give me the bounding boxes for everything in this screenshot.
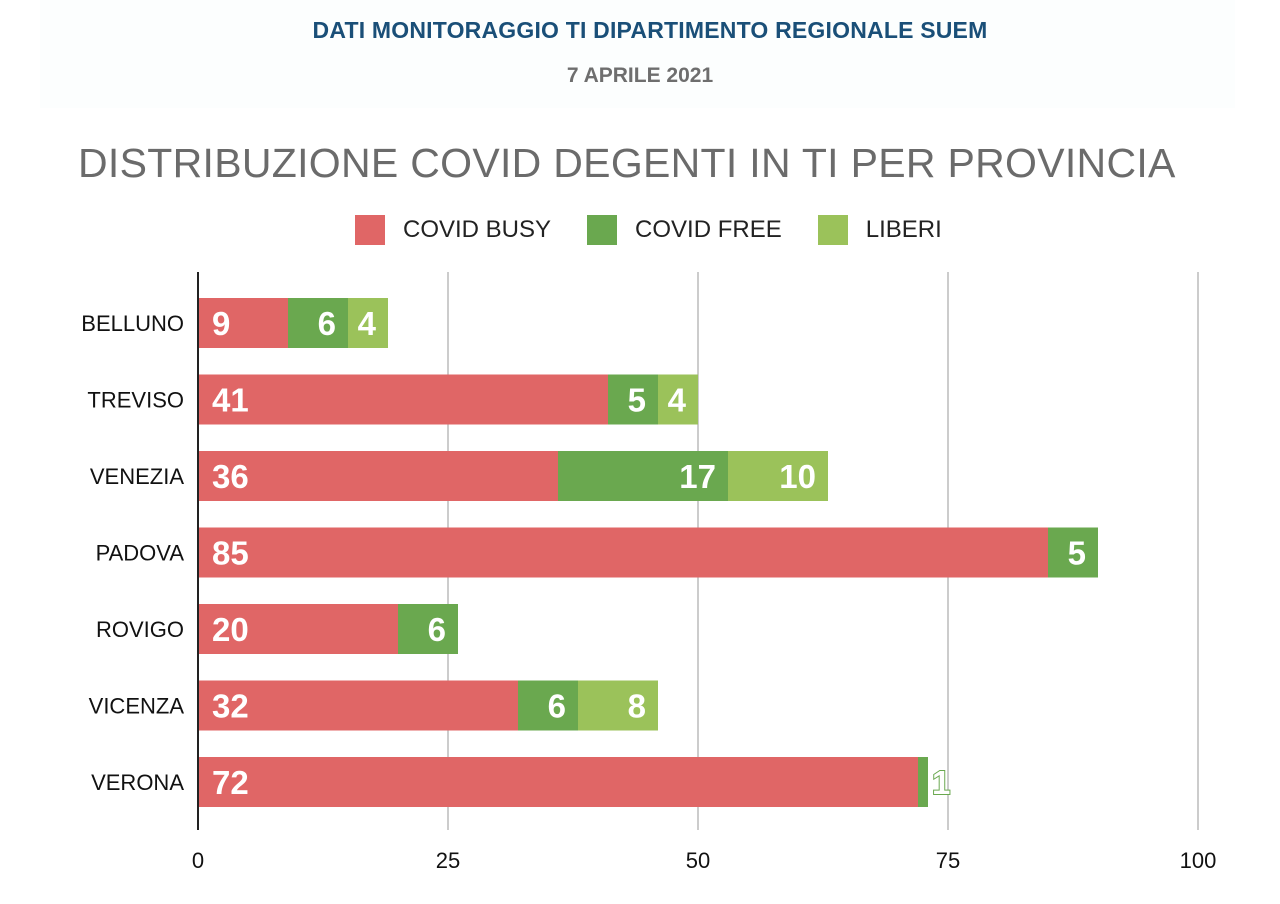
data-label: 20 [212, 611, 249, 648]
category-label: VICENZA [89, 694, 185, 719]
bar-segment [198, 680, 518, 731]
data-label: 6 [428, 611, 446, 648]
bar-segment [608, 374, 658, 425]
legend-swatch-covid-free [587, 215, 618, 245]
bar-segment [198, 527, 1048, 578]
data-label: 9 [212, 305, 230, 342]
legend-item-covid-free: COVID FREE [587, 215, 782, 245]
data-label: 85 [212, 535, 249, 572]
category-label: BELLUNO [81, 311, 184, 336]
chart-title: DISTRIBUZIONE COVID DEGENTI IN TI PER PR… [78, 140, 1176, 186]
category-label: ROVIGO [96, 617, 184, 642]
x-tick-label: 25 [436, 848, 460, 873]
category-label: VENEZIA [90, 464, 184, 489]
data-label: 32 [212, 688, 249, 725]
bar-segment [658, 374, 698, 425]
data-label: 5 [628, 382, 646, 419]
data-label: 8 [628, 688, 646, 725]
legend-label-liberi: LIBERI [865, 216, 942, 243]
bar-segment [578, 680, 658, 731]
data-label: 6 [548, 688, 566, 725]
bar-segment [1048, 527, 1098, 578]
x-tick-label: 100 [1180, 848, 1217, 873]
data-label: 4 [358, 305, 377, 342]
bar-segment [198, 757, 918, 807]
bar-segment [558, 451, 728, 501]
bar-segment [198, 604, 398, 654]
legend-item-liberi: LIBERI [817, 215, 942, 245]
category-label: PADOVA [96, 541, 185, 566]
category-label: VERONA [91, 770, 184, 795]
bar-segment [918, 757, 928, 807]
data-label: 6 [318, 305, 336, 342]
legend-swatch-covid-busy [355, 215, 385, 245]
bar-segment [288, 298, 348, 348]
x-tick-label: 0 [192, 848, 204, 873]
legend-item-covid-busy: COVID BUSY [355, 215, 551, 245]
report-date: 7 APRILE 2021 [566, 64, 714, 87]
bar-segment [198, 374, 608, 425]
legend-label-covid-free: COVID FREE [635, 216, 782, 243]
bar-segment [198, 298, 288, 348]
bar-segment [198, 451, 558, 501]
bar-segment [348, 298, 388, 348]
data-label: 17 [679, 458, 716, 495]
data-label: 5 [1068, 535, 1086, 572]
data-label: 10 [779, 458, 816, 495]
bar-segment [518, 680, 578, 731]
category-label: TREVISO [87, 388, 184, 413]
x-tick-label: 50 [686, 848, 710, 873]
chart-legend: COVID BUSY COVID FREE LIBERI [355, 212, 978, 248]
data-label: 4 [668, 382, 687, 419]
header-banner: DATI MONITORAGGIO TI DIPARTIMENTO REGION… [40, 0, 1235, 108]
data-label: 41 [212, 382, 249, 419]
x-tick-label: 75 [936, 848, 960, 873]
legend-swatch-liberi [817, 215, 848, 245]
report-title: DATI MONITORAGGIO TI DIPARTIMENTO REGION… [312, 17, 988, 43]
bar-segment [398, 604, 458, 654]
bar-segment [728, 451, 828, 501]
data-label: 72 [212, 764, 249, 801]
legend-label-covid-busy: COVID BUSY [403, 216, 552, 243]
data-label: 36 [212, 458, 249, 495]
data-label: 1 [932, 764, 950, 801]
